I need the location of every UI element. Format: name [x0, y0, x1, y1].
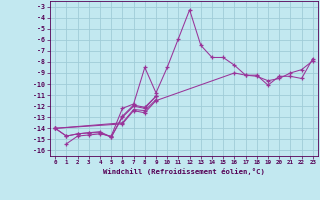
X-axis label: Windchill (Refroidissement éolien,°C): Windchill (Refroidissement éolien,°C) — [103, 168, 265, 175]
